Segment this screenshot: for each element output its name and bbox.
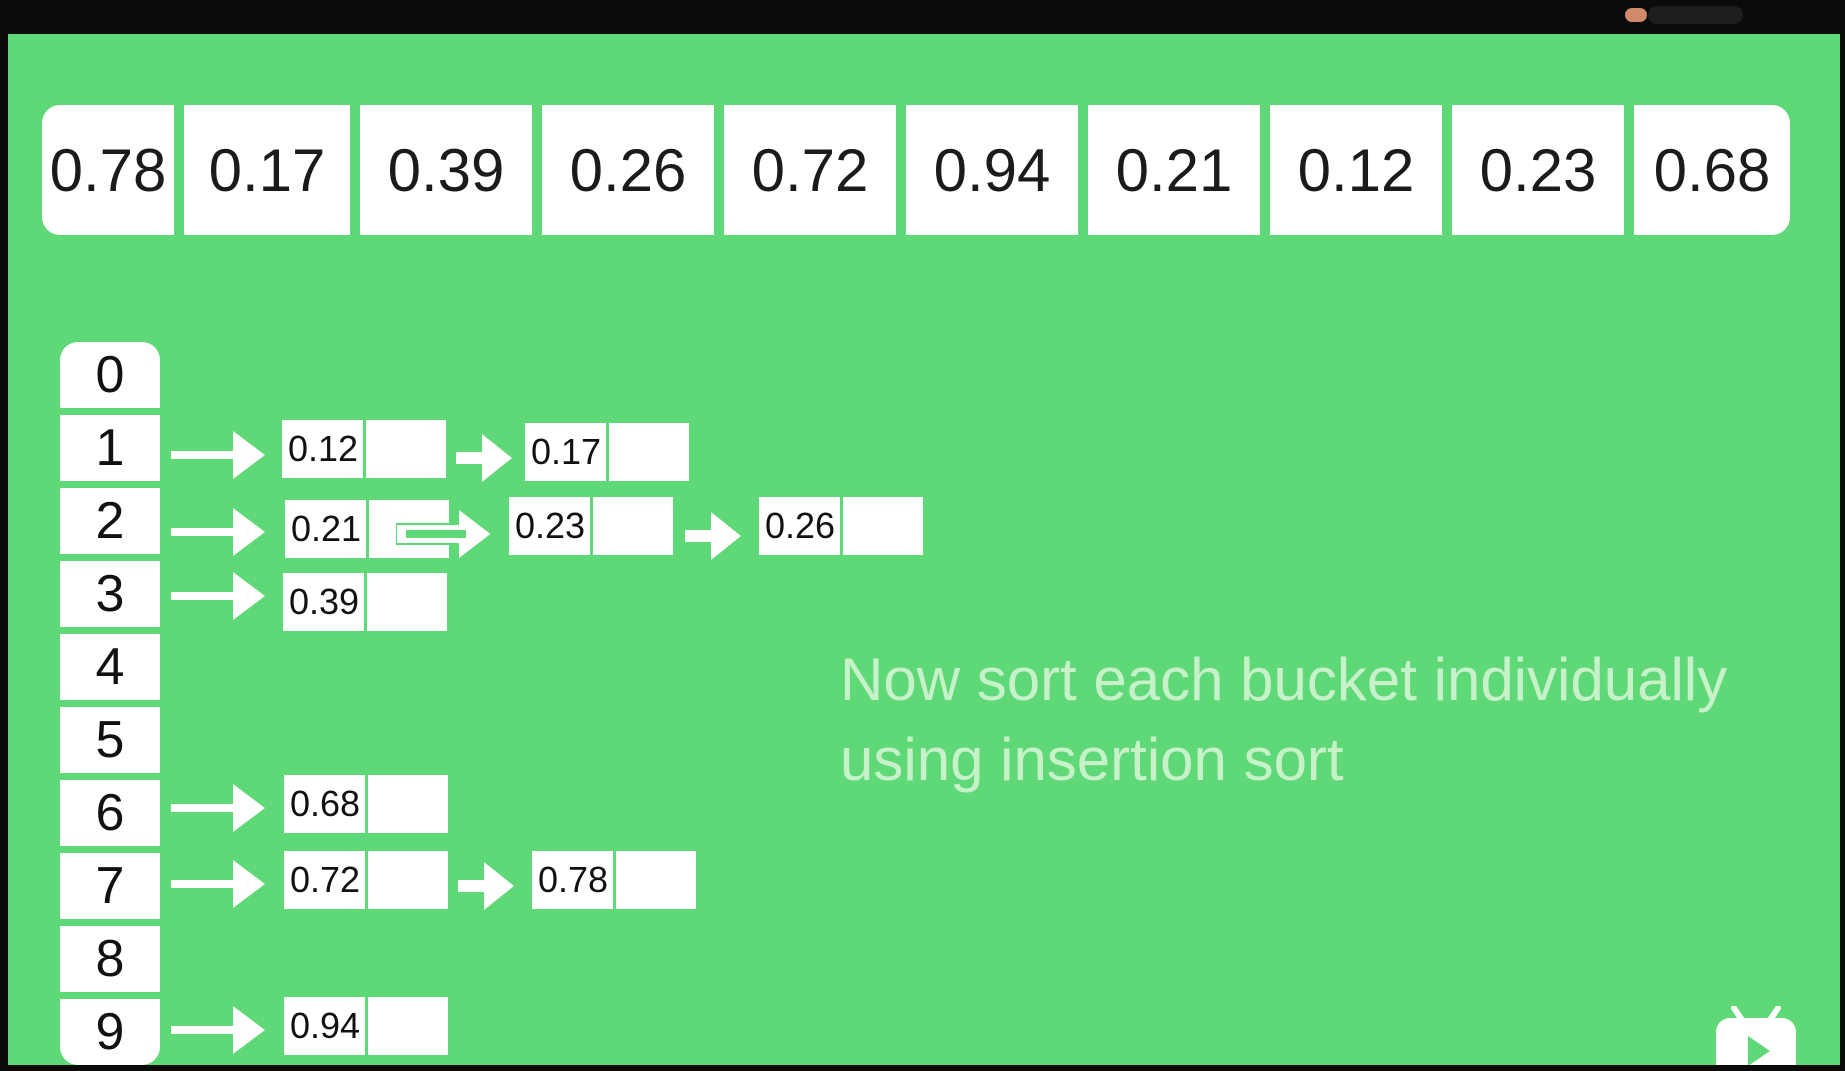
node-value: 0.94 bbox=[284, 997, 368, 1055]
arrow-right-icon bbox=[458, 862, 514, 910]
video-top-bar bbox=[0, 0, 1845, 34]
node-value: 0.78 bbox=[532, 851, 616, 909]
node-value: 0.39 bbox=[283, 573, 367, 631]
array-cell: 0.17 bbox=[184, 105, 350, 235]
array-cell: 0.26 bbox=[542, 105, 714, 235]
frame-bottom-edge bbox=[0, 1063, 1845, 1071]
node-pointer bbox=[609, 423, 689, 481]
bucket-index: 9 bbox=[60, 999, 160, 1065]
array-cell: 0.78 bbox=[42, 105, 174, 235]
list-node: 0.39 bbox=[283, 573, 447, 631]
bucket-index: 5 bbox=[60, 707, 160, 773]
bucket-index: 3 bbox=[60, 561, 160, 627]
arrow-right-icon bbox=[456, 434, 512, 482]
bucket-index: 7 bbox=[60, 853, 160, 919]
list-node: 0.12 bbox=[282, 420, 446, 478]
bucket-index: 1 bbox=[60, 415, 160, 481]
node-value: 0.26 bbox=[759, 497, 843, 555]
arrow-right-icon bbox=[171, 508, 265, 556]
bucket-index: 4 bbox=[60, 634, 160, 700]
node-pointer bbox=[368, 851, 448, 909]
arrow-right-icon bbox=[171, 860, 265, 908]
list-node: 0.78 bbox=[532, 851, 696, 909]
arrow-right-icon bbox=[396, 505, 494, 563]
array-cell: 0.23 bbox=[1452, 105, 1624, 235]
bucket-index: 2 bbox=[60, 488, 160, 554]
array-cell: 0.12 bbox=[1270, 105, 1442, 235]
array-cell: 0.94 bbox=[906, 105, 1078, 235]
slide-caption: Now sort each bucket individually using … bbox=[840, 640, 1830, 800]
caption-line: Now sort each bucket individually bbox=[840, 646, 1728, 713]
arrow-right-icon bbox=[171, 1006, 265, 1054]
caption-line: using insertion sort bbox=[840, 726, 1344, 793]
frame-left-edge bbox=[0, 34, 8, 1065]
arrow-right-icon bbox=[685, 512, 741, 560]
list-node: 0.26 bbox=[759, 497, 923, 555]
node-pointer bbox=[368, 997, 448, 1055]
slide-canvas: 0.78 0.17 0.39 0.26 0.72 0.94 0.21 0.12 … bbox=[8, 34, 1840, 1065]
list-node: 0.68 bbox=[284, 775, 448, 833]
arrow-right-icon bbox=[171, 784, 265, 832]
array-cell: 0.21 bbox=[1088, 105, 1260, 235]
arrow-right-icon bbox=[171, 431, 265, 479]
array-cell: 0.39 bbox=[360, 105, 532, 235]
node-value: 0.17 bbox=[525, 423, 609, 481]
frame-right-edge bbox=[1840, 34, 1845, 1065]
list-node: 0.94 bbox=[284, 997, 448, 1055]
input-array: 0.78 0.17 0.39 0.26 0.72 0.94 0.21 0.12 … bbox=[42, 105, 1800, 235]
arrow-right-icon bbox=[171, 572, 265, 620]
list-node: 0.21 bbox=[285, 500, 449, 558]
bucket-index: 6 bbox=[60, 780, 160, 846]
node-value: 0.68 bbox=[284, 775, 368, 833]
array-cell: 0.68 bbox=[1634, 105, 1790, 235]
node-pointer bbox=[843, 497, 923, 555]
node-pointer bbox=[366, 420, 446, 478]
top-bar-pill bbox=[1648, 6, 1743, 24]
avatar bbox=[1625, 8, 1647, 22]
bucket-index: 0 bbox=[60, 342, 160, 408]
list-node: 0.23 bbox=[509, 497, 673, 555]
list-node: 0.17 bbox=[525, 423, 689, 481]
node-value: 0.23 bbox=[509, 497, 593, 555]
tv-play-icon[interactable] bbox=[1714, 1006, 1798, 1065]
node-pointer bbox=[616, 851, 696, 909]
node-value: 0.72 bbox=[284, 851, 368, 909]
array-cell: 0.72 bbox=[724, 105, 896, 235]
list-node: 0.72 bbox=[284, 851, 448, 909]
node-value: 0.12 bbox=[282, 420, 366, 478]
node-pointer bbox=[368, 775, 448, 833]
node-pointer bbox=[593, 497, 673, 555]
bucket-index: 8 bbox=[60, 926, 160, 992]
node-pointer bbox=[367, 573, 447, 631]
node-value: 0.21 bbox=[285, 500, 369, 558]
